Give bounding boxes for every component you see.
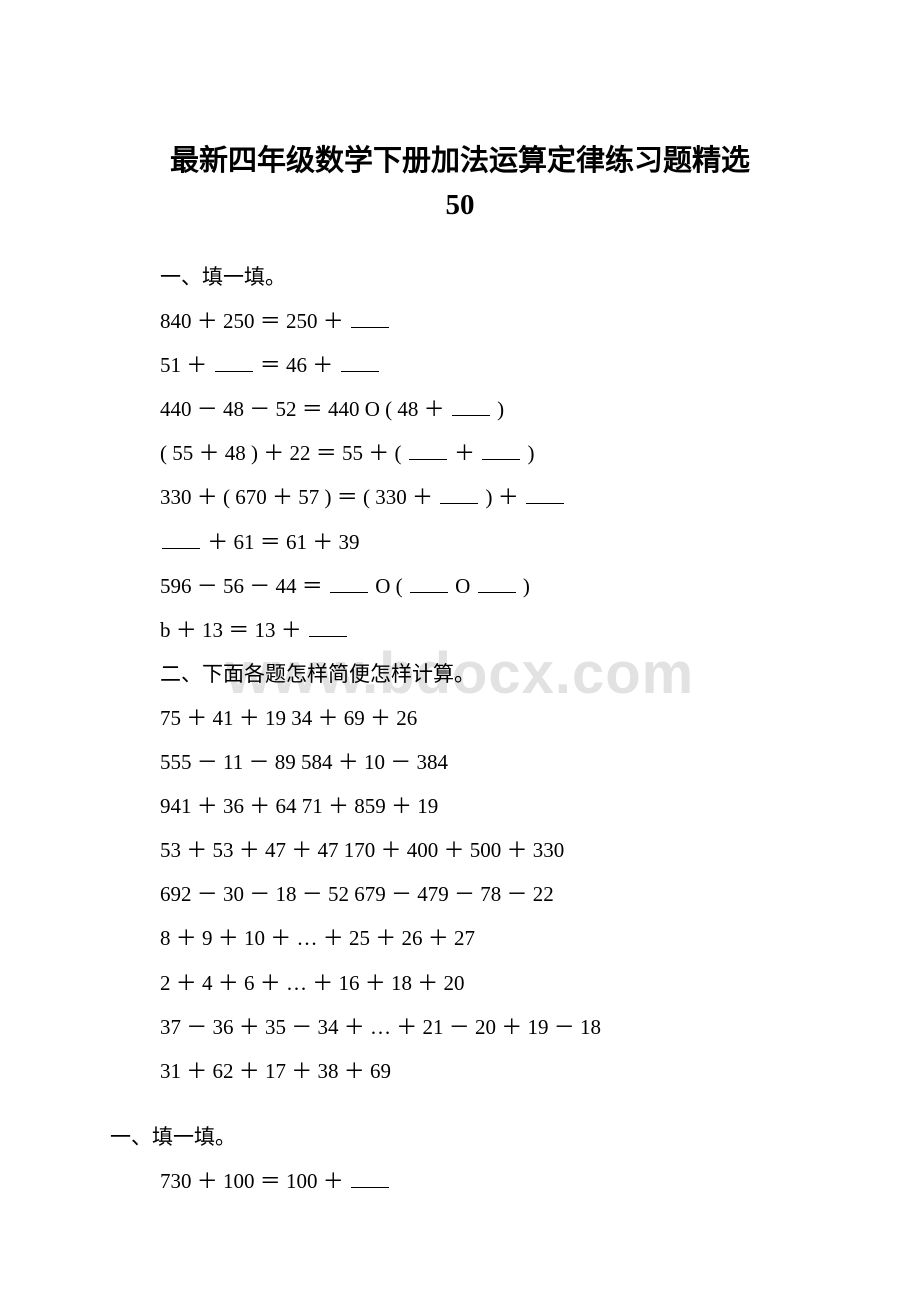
section-2-line: 31 ＋ 62 ＋ 17 ＋ 38 ＋ 69 <box>110 1049 810 1093</box>
section-2-line: 692 － 30 － 18 － 52 679 － 479 － 78 － 22 <box>110 872 810 916</box>
section-2-line: 8 ＋ 9 ＋ 10 ＋ … ＋ 25 ＋ 26 ＋ 27 <box>110 916 810 960</box>
fill-blank <box>351 1167 389 1188</box>
section-2-line: 53 ＋ 53 ＋ 47 ＋ 47 170 ＋ 400 ＋ 500 ＋ 330 <box>110 828 810 872</box>
document-title: 最新四年级数学下册加法运算定律练习题精选 50 <box>110 140 810 227</box>
fill-blank <box>452 395 490 416</box>
fill-blank <box>478 572 516 593</box>
fill-blank <box>482 439 520 460</box>
section-2-line: 75 ＋ 41 ＋ 19 34 ＋ 69 ＋ 26 <box>110 696 810 740</box>
section-2-heading: 二、下面各题怎样简便怎样计算。 <box>110 652 810 696</box>
page-content: 最新四年级数学下册加法运算定律练习题精选 50 一、填一填。 840 ＋ 250… <box>110 140 810 1203</box>
fill-blank <box>215 351 253 372</box>
section-1-line: 330 ＋ ( 670 ＋ 57 ) ＝ ( 330 ＋ ) ＋ <box>110 475 810 519</box>
fill-blank <box>309 616 347 637</box>
section-1-line: 51 ＋ ＝ 46 ＋ <box>110 343 810 387</box>
section-2-line: 2 ＋ 4 ＋ 6 ＋ … ＋ 16 ＋ 18 ＋ 20 <box>110 961 810 1005</box>
section-1-line: ( 55 ＋ 48 ) ＋ 22 ＝ 55 ＋ ( ＋ ) <box>110 431 810 475</box>
section-2-line: 37 － 36 ＋ 35 － 34 ＋ … ＋ 21 － 20 ＋ 19 － 1… <box>110 1005 810 1049</box>
section-1-line: ＋ 61 ＝ 61 ＋ 39 <box>110 520 810 564</box>
section-2-line: 941 ＋ 36 ＋ 64 71 ＋ 859 ＋ 19 <box>110 784 810 828</box>
section-3-line: 730 ＋ 100 ＝ 100 ＋ <box>110 1159 810 1203</box>
section-1-line: 596 － 56 － 44 ＝ Ο ( Ο ) <box>110 564 810 608</box>
fill-blank <box>341 351 379 372</box>
fill-blank <box>330 572 368 593</box>
fill-blank <box>526 483 564 504</box>
fill-blank <box>351 307 389 328</box>
fill-blank <box>410 572 448 593</box>
spacer <box>110 1093 810 1115</box>
title-line-2: 50 <box>446 189 475 221</box>
section-1-heading: 一、填一填。 <box>110 255 810 299</box>
fill-blank <box>162 528 200 549</box>
section-1-line: 440 － 48 － 52 ＝ 440 Ο ( 48 ＋ ) <box>110 387 810 431</box>
fill-blank <box>440 483 478 504</box>
section-1-line: b ＋ 13 ＝ 13 ＋ <box>110 608 810 652</box>
title-line-1: 最新四年级数学下册加法运算定律练习题精选 <box>170 145 750 177</box>
section-3-heading: 一、填一填。 <box>110 1115 810 1159</box>
section-1-line: 840 ＋ 250 ＝ 250 ＋ <box>110 299 810 343</box>
fill-blank <box>409 439 447 460</box>
section-2-line: 555 － 11 － 89 584 ＋ 10 － 384 <box>110 740 810 784</box>
